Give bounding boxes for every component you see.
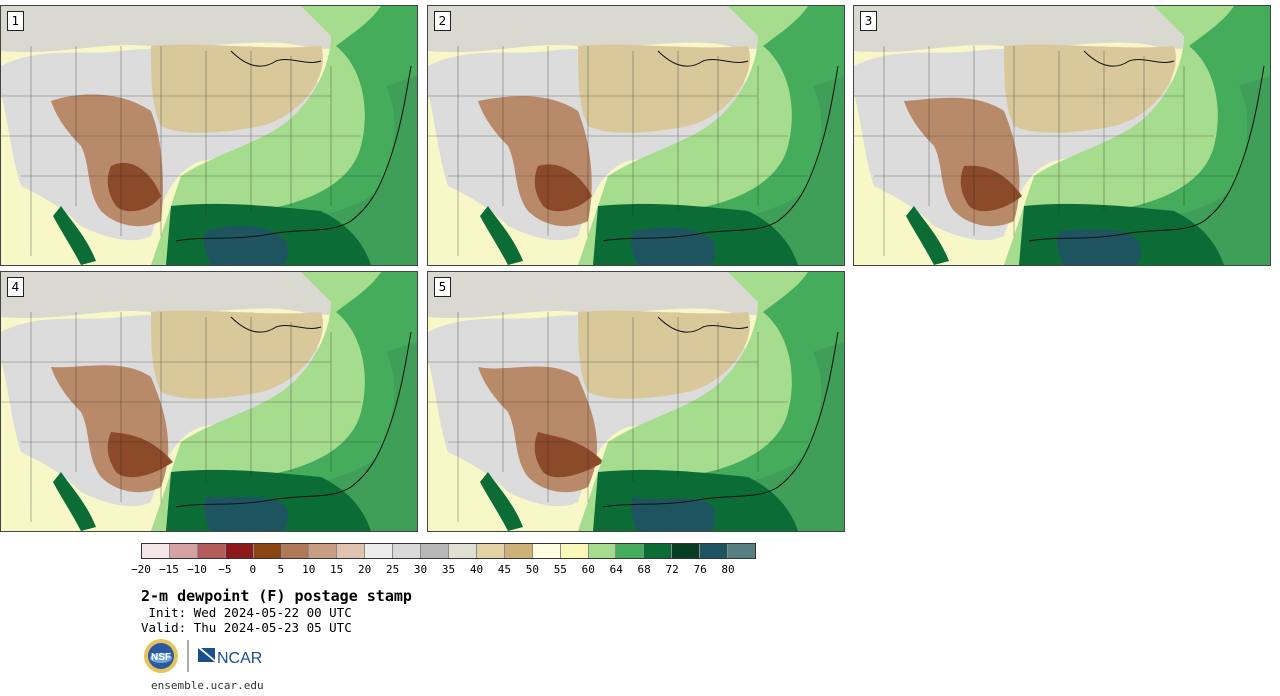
member-number-label: 1 <box>7 11 24 31</box>
svg-text:NCAR: NCAR <box>217 650 262 667</box>
colorbar-swatch <box>672 544 701 558</box>
colorbar-tick-label: 50 <box>525 563 539 576</box>
colorbar-swatch <box>560 544 589 558</box>
colorbar-swatch <box>197 544 226 558</box>
svg-text:NSF: NSF <box>151 652 171 663</box>
colorbar-swatch <box>532 544 561 558</box>
colorbar-tick-label: 15 <box>330 563 344 576</box>
colorbar-tick-label: 5 <box>277 563 285 576</box>
nsf-logo: NSF <box>144 639 178 673</box>
colorbar-tick-label: 72 <box>665 563 679 576</box>
colorbar-swatch <box>728 544 755 558</box>
nsf-ncar-logos: NSF NCAR <box>144 639 262 673</box>
init-time: Init: Wed 2024-05-22 00 UTC <box>141 605 352 620</box>
colorbar-swatch <box>476 544 505 558</box>
colorbar-tick-label: 30 <box>413 563 428 576</box>
plot-title: 2-m dewpoint (F) postage stamp <box>141 587 412 605</box>
postage-stamp-panel: 2 <box>427 5 845 266</box>
colorbar-swatch <box>225 544 254 558</box>
colorbar-tick-label: 10 <box>302 563 316 576</box>
colorbar-swatch <box>281 544 310 558</box>
member-number-label: 5 <box>434 277 451 297</box>
postage-stamp-panel: 3 <box>853 5 1271 266</box>
colorbar-tick-label: −10 <box>186 563 207 576</box>
colorbar-swatch <box>421 544 449 558</box>
source-url: ensemble.ucar.edu <box>151 679 264 692</box>
colorbar-tick-label: 64 <box>609 563 623 576</box>
colorbar-swatch <box>588 544 617 558</box>
colorbar-tick-label: 40 <box>469 563 484 576</box>
postage-stamp-panel: 1 <box>0 5 418 266</box>
colorbar-tick-label: 0 <box>249 563 257 576</box>
colorbar-tick-label: 80 <box>721 563 735 576</box>
postage-stamp-panel: 5 <box>427 271 845 532</box>
colorbar-tick-label: 20 <box>358 563 372 576</box>
colorbar-swatch <box>365 544 394 558</box>
colorbar-swatch <box>616 544 645 558</box>
logo-block: NSF NCAR <box>143 638 283 674</box>
colorbar-swatch <box>337 544 366 558</box>
colorbar-swatch <box>253 544 282 558</box>
valid-time: Valid: Thu 2024-05-23 05 UTC <box>141 620 352 635</box>
colorbar-swatch <box>169 544 198 558</box>
ncar-logo: NCAR <box>198 648 262 667</box>
colorbar-swatch <box>309 544 338 558</box>
colorbar-tick-label: −15 <box>159 563 179 576</box>
member-number-label: 2 <box>434 11 451 31</box>
colorbar-tick-label: 35 <box>441 563 456 576</box>
colorbar-swatch <box>142 544 170 558</box>
colorbar-swatch <box>700 544 729 558</box>
colorbar-tick-label: 76 <box>693 563 707 576</box>
colorbar-tick-label: 25 <box>385 563 400 576</box>
colorbar-swatch <box>393 544 422 558</box>
colorbar-tick-label: 68 <box>637 563 651 576</box>
colorbar-tick-label: 60 <box>581 563 595 576</box>
member-number-label: 4 <box>7 277 24 297</box>
postage-stamp-panel: 4 <box>0 271 418 532</box>
colorbar-tick-label: 55 <box>553 563 567 576</box>
colorbar <box>141 543 756 559</box>
member-number-label: 3 <box>860 11 877 31</box>
colorbar-swatch <box>448 544 477 558</box>
colorbar-tick-label: 45 <box>497 563 512 576</box>
colorbar-ticks: −20 −15 −10 −5 0 5 10 15 20 25 30 35 40 45 50 55 60 64 68 7… <box>131 563 756 577</box>
colorbar-tick-label: −5 <box>218 563 232 576</box>
colorbar-tick-label: −20 <box>131 563 151 576</box>
colorbar-swatch <box>504 544 533 558</box>
colorbar-swatch <box>644 544 673 558</box>
